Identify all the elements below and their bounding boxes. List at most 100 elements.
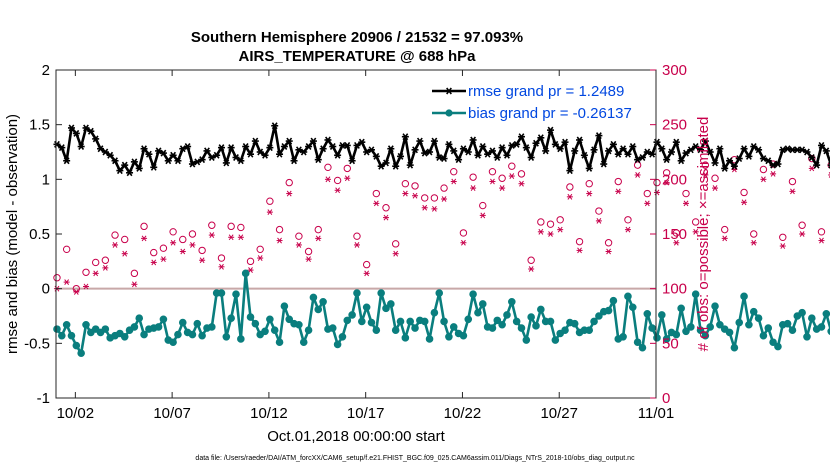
rmse-marker-stroke: [68, 124, 75, 132]
assimilated-stroke: [557, 226, 563, 233]
rmse-marker-stroke: [281, 143, 288, 151]
possible-point: [53, 274, 61, 282]
legend-rmse-marker-stroke: [446, 87, 452, 95]
rmse-point: [784, 145, 792, 153]
bias-point: [372, 326, 381, 335]
assimilated-point: [412, 192, 419, 199]
y-tick-label: -1: [37, 390, 50, 407]
rmse-point: [271, 122, 279, 130]
y2-tick-label: 100: [662, 281, 687, 298]
rmse-point: [648, 150, 656, 158]
assimilated-point: [644, 200, 651, 207]
bias-point: [653, 334, 661, 342]
possible-point: [672, 229, 681, 237]
y2-tick-label: 200: [662, 171, 687, 188]
rmse-marker-stroke: [687, 146, 694, 154]
bias-point: [716, 320, 724, 329]
x-tick-label: 11/01: [638, 405, 674, 422]
assimilated-point: [489, 178, 496, 185]
assimilated-point: [479, 212, 486, 219]
assimilated-stroke: [422, 204, 428, 211]
assimilated-stroke: [441, 196, 447, 202]
rmse-marker-stroke: [508, 141, 515, 149]
rmse-point: [542, 147, 550, 155]
rmse-point: [571, 147, 579, 155]
rmse-marker-stroke: [692, 143, 699, 151]
rmse-point: [687, 146, 695, 154]
rmse-marker-stroke: [136, 164, 143, 172]
rmse-point: [92, 135, 100, 143]
assimilated-point: [334, 187, 341, 194]
y-tick-label: 0.5: [29, 226, 50, 243]
rmse-marker-stroke: [494, 153, 501, 161]
bias-point: [537, 305, 545, 314]
bias-point: [188, 330, 197, 339]
bias-point: [512, 317, 521, 326]
rmse-point: [353, 141, 361, 149]
assimilated-point: [692, 228, 699, 235]
rmse-point: [701, 137, 709, 145]
assimilated-stroke: [635, 172, 641, 178]
possible-point: [585, 180, 593, 188]
rmse-point: [764, 157, 772, 165]
x-tick-label: 10/02: [57, 405, 95, 422]
rmse-point: [329, 143, 337, 151]
assimilated-point: [228, 234, 235, 241]
possible-point: [808, 154, 816, 163]
assimilated-point: [237, 234, 244, 241]
assimilated-stroke: [431, 205, 437, 212]
assimilated-point: [392, 250, 399, 257]
possible-point: [295, 232, 303, 240]
rmse-point: [517, 133, 525, 141]
rmse-marker-stroke: [300, 148, 307, 156]
rmse-marker-stroke: [673, 138, 680, 146]
rmse-marker-stroke: [547, 126, 554, 134]
bias-point: [58, 331, 66, 340]
rmse-point: [474, 151, 482, 159]
assimilated-stroke: [112, 242, 118, 248]
assimilated-point: [528, 266, 535, 272]
rmse-marker-stroke: [223, 159, 230, 167]
rmse-marker-stroke: [233, 153, 239, 161]
assimilated-point: [683, 200, 689, 207]
rmse-point: [808, 153, 816, 161]
rmse-marker-stroke: [325, 136, 331, 144]
rmse-point: [159, 149, 167, 157]
assimilated-point: [557, 226, 564, 233]
rmse-point: [580, 151, 588, 159]
rmse-point: [106, 151, 114, 159]
bias-point: [808, 314, 816, 322]
bias-point: [67, 331, 76, 340]
possible-point: [101, 256, 110, 264]
rmse-marker-stroke: [736, 155, 743, 163]
possible-point: [208, 221, 216, 229]
possible-point: [556, 216, 564, 224]
possible-point: [604, 239, 613, 247]
assimilated-stroke: [712, 185, 718, 191]
assimilated-stroke: [238, 234, 244, 241]
y2-tick-label: 50: [662, 335, 679, 352]
rmse-marker-stroke: [804, 148, 810, 156]
bias-point: [445, 332, 453, 341]
rmse-point: [247, 150, 255, 158]
bias-point: [348, 311, 356, 319]
rmse-marker-stroke: [257, 148, 264, 156]
possible-point: [633, 161, 642, 169]
possible-point: [324, 163, 332, 172]
possible-point: [362, 260, 371, 269]
rmse-marker-stroke: [378, 162, 385, 170]
bias-point: [130, 323, 139, 331]
assimilated-point: [421, 204, 428, 211]
possible-point: [382, 204, 390, 212]
rmse-point: [101, 148, 109, 156]
rmse-point: [629, 143, 637, 151]
assimilated-point: [586, 190, 593, 197]
bias-point: [759, 331, 768, 340]
rmse-point: [53, 140, 61, 148]
bias-point: [478, 300, 487, 308]
assimilated-stroke: [567, 193, 573, 200]
rmse-marker-stroke: [349, 157, 356, 165]
rmse-marker-stroke: [712, 159, 718, 167]
rmse-point: [213, 151, 221, 159]
y-tick-label: 1.5: [29, 117, 50, 134]
